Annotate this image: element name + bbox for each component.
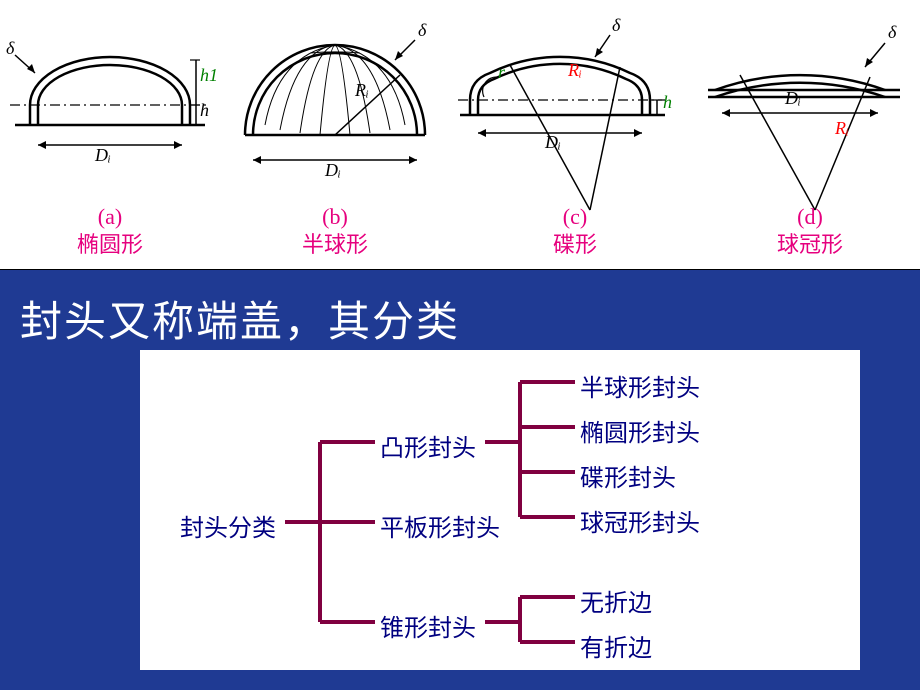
tree-box: 封头分类 凸形封头 平板形封头 锥形封头 半球形封头 椭圆形封头 碟形封头 球冠… (140, 350, 860, 670)
label-c-Di: Dᵢ (545, 132, 561, 153)
shape-d-svg (700, 5, 920, 215)
tree-l3-0-0: 半球形封头 (580, 368, 700, 403)
label-b-Ri: Rᵢ (355, 80, 369, 101)
classification-panel: 封头又称端盖，其分类 封头分类 凸形封头 平板形封头 锥形封头 半球形封头 椭圆… (0, 270, 920, 690)
diagrams-panel: δ h1 h Dᵢ (a) 椭圆形 (0, 0, 920, 270)
tree-l2-2: 锥形封头 (380, 608, 476, 643)
label-c-delta: δ (612, 15, 620, 36)
shape-a-cell: δ h1 h Dᵢ (a) 椭圆形 (0, 0, 220, 270)
tree-l3-2-1: 有折边 (580, 628, 652, 663)
label-c-Ri: Rᵢ (568, 60, 582, 81)
shape-c-cell: δ r Rᵢ h Dᵢ (c) 碟形 (450, 0, 700, 270)
label-b-delta: δ (418, 20, 426, 41)
label-b-Di: Dᵢ (325, 160, 341, 181)
tree-root: 封头分类 (180, 508, 276, 543)
label-d-delta: δ (888, 22, 896, 43)
label-a-h1: h1 (200, 65, 218, 86)
shape-d-caption: (d) 球冠形 (700, 203, 920, 260)
label-a-h: h (200, 100, 209, 121)
heading-text: 封头又称端盖，其分类 (20, 288, 460, 349)
shape-a-caption: (a) 椭圆形 (0, 203, 220, 260)
shape-a-svg (0, 5, 220, 205)
label-c-r: r (498, 62, 505, 83)
shape-b-cell: δ Rᵢ Dᵢ (b) 半球形 (220, 0, 450, 270)
tree-l3-0-3: 球冠形封头 (580, 503, 700, 538)
shape-c-caption: (c) 碟形 (450, 203, 700, 260)
caption-letter: (b) (220, 203, 450, 232)
caption-name: 椭圆形 (0, 231, 220, 260)
caption-name: 球冠形 (700, 231, 920, 260)
shape-b-caption: (b) 半球形 (220, 203, 450, 260)
caption-name: 碟形 (450, 231, 700, 260)
caption-name: 半球形 (220, 231, 450, 260)
tree-l2-0: 凸形封头 (380, 428, 476, 463)
caption-letter: (a) (0, 203, 220, 232)
label-d-Di: Dᵢ (785, 88, 801, 109)
tree-l2-1: 平板形封头 (380, 508, 500, 543)
tree-l3-0-1: 椭圆形封头 (580, 413, 700, 448)
label-a-delta: δ (6, 38, 14, 59)
shape-d-cell: δ Dᵢ Rᵢ (d) 球冠形 (700, 0, 920, 270)
tree-l3-2-0: 无折边 (580, 583, 652, 618)
tree-l3-0-2: 碟形封头 (580, 458, 676, 493)
caption-letter: (c) (450, 203, 700, 232)
label-c-h: h (663, 92, 672, 113)
caption-letter: (d) (700, 203, 920, 232)
label-a-Di: Dᵢ (95, 145, 111, 166)
label-d-Ri: Rᵢ (835, 118, 849, 139)
